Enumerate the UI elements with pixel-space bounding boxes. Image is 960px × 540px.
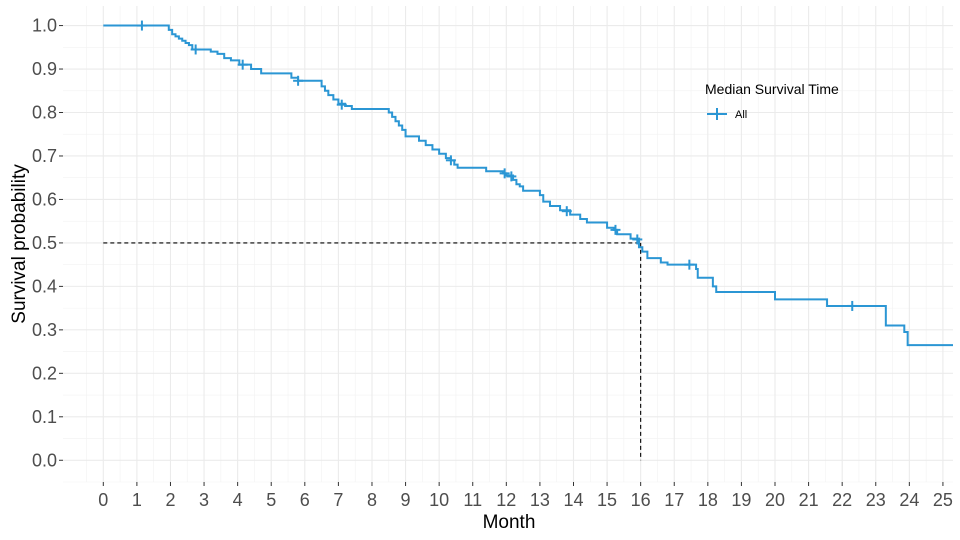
x-tick-label: 19 xyxy=(731,490,751,510)
x-tick-label: 5 xyxy=(266,490,276,510)
x-tick-label: 14 xyxy=(563,490,583,510)
censor-marks-layer xyxy=(136,20,858,311)
x-tick-label: 9 xyxy=(401,490,411,510)
y-tick-label: 0.5 xyxy=(32,233,57,253)
x-tick-label: 13 xyxy=(530,490,550,510)
legend-title: Median Survival Time xyxy=(705,81,839,97)
y-tick-label: 0.6 xyxy=(32,189,57,209)
x-tick-label: 16 xyxy=(631,490,651,510)
x-tick-label: 0 xyxy=(98,490,108,510)
x-tick-label: 12 xyxy=(496,490,516,510)
median-reference-lines xyxy=(103,242,642,461)
x-tick-label: 10 xyxy=(429,490,449,510)
panel-background xyxy=(63,6,953,482)
y-tick-label: 0.9 xyxy=(32,59,57,79)
y-tick-label: 0.2 xyxy=(32,363,57,383)
y-tick-label: 0.4 xyxy=(32,276,57,296)
x-tick-label: 4 xyxy=(233,490,243,510)
x-tick-label: 25 xyxy=(933,490,953,510)
legend-label-all: All xyxy=(735,109,747,121)
x-tick-label: 15 xyxy=(597,490,617,510)
x-tick-label: 23 xyxy=(866,490,886,510)
x-tick-label: 6 xyxy=(300,490,310,510)
legend: Median Survival Time All xyxy=(705,81,839,121)
survival-curve-all xyxy=(103,24,953,347)
x-tick-label: 7 xyxy=(333,490,343,510)
x-tick-label: 18 xyxy=(698,490,718,510)
x-tick-label: 2 xyxy=(165,490,175,510)
minor-gridlines xyxy=(63,6,953,483)
x-axis-ticks: 0 1 2 3 4 5 6 7 8 9 10 11 12 13 14 15 16 17 18 19 20 21 22 23 24… xyxy=(98,482,953,510)
x-tick-label: 24 xyxy=(899,490,919,510)
x-tick-label: 8 xyxy=(367,490,377,510)
x-tick-label: 22 xyxy=(832,490,852,510)
y-axis-ticks: 0.0 0.1 0.2 0.3 0.4 0.5 0.6 0.7 0.8 0.9 1.0 xyxy=(32,16,63,470)
y-tick-label: 0.8 xyxy=(32,103,57,123)
survival-curve-layer xyxy=(103,24,953,347)
y-tick-label: 0.0 xyxy=(32,450,57,470)
y-axis-title: Survival probability xyxy=(9,164,30,324)
y-tick-label: 0.1 xyxy=(32,407,57,427)
x-tick-label: 20 xyxy=(765,490,785,510)
x-tick-label: 17 xyxy=(664,490,684,510)
y-tick-label: 0.3 xyxy=(32,320,57,340)
x-tick-label: 3 xyxy=(199,490,209,510)
y-tick-label: 0.7 xyxy=(32,146,57,166)
x-tick-label: 21 xyxy=(799,490,819,510)
x-tick-label: 11 xyxy=(463,490,482,510)
y-tick-label: 1.0 xyxy=(32,16,57,36)
x-tick-label: 1 xyxy=(132,490,142,510)
x-axis-title: Month xyxy=(483,512,536,533)
